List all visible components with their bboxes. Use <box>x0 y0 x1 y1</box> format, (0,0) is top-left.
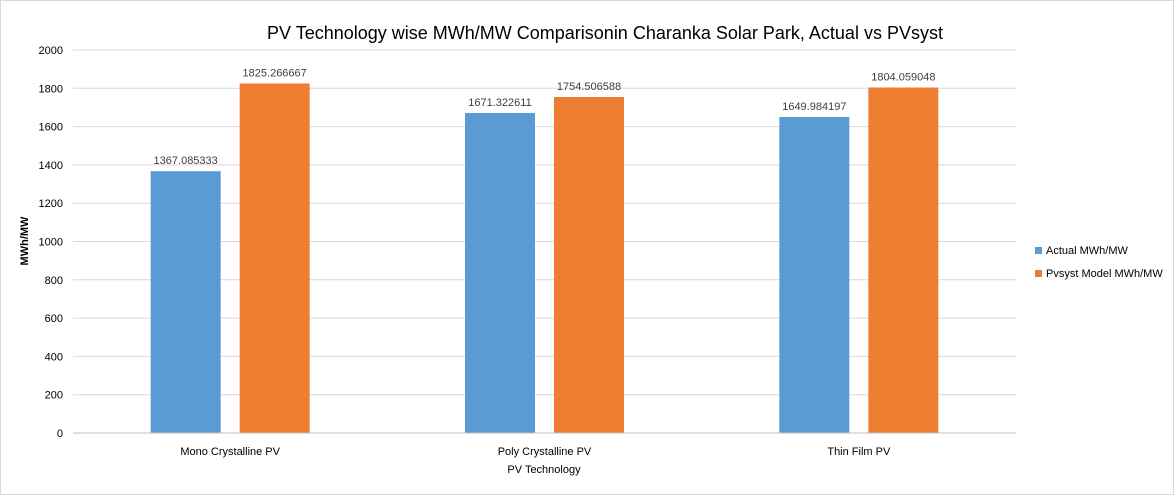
legend-label: Actual MWh/MW <box>1046 245 1129 257</box>
y-tick-label: 200 <box>45 390 63 402</box>
y-tick-label: 2000 <box>39 45 63 57</box>
y-tick-label: 1400 <box>39 160 63 172</box>
x-axis-label: PV Technology <box>507 464 581 476</box>
y-tick-label: 1600 <box>39 122 63 134</box>
bar-pvsyst <box>554 97 624 433</box>
chart-title: PV Technology wise MWh/MW Comparisonin C… <box>267 23 943 43</box>
bars <box>150 83 939 434</box>
y-tick-label: 1800 <box>39 83 63 95</box>
y-axis-ticks: 0 200 400 600 800 1000 1200 1400 1600 1800 2000 <box>39 45 63 440</box>
x-axis-categories: Mono Crystalline PV Poly Crystalline PV Th… <box>180 446 891 458</box>
x-category-label: Thin Film PV <box>827 446 891 458</box>
legend: Actual MWh/MW Pvsyst Model MWh/MW <box>1035 245 1163 280</box>
data-label: 1367.085333 <box>154 155 218 167</box>
legend-swatch <box>1035 270 1042 277</box>
gridlines <box>73 49 1016 396</box>
data-label: 1649.984197 <box>782 101 846 113</box>
legend-swatch <box>1035 247 1042 254</box>
x-category-label: Poly Crystalline PV <box>498 446 592 458</box>
y-tick-label: 400 <box>45 351 63 363</box>
data-label: 1671.322611 <box>468 97 531 109</box>
data-label: 1754.506588 <box>557 81 621 93</box>
x-category-label: Mono Crystalline PV <box>180 446 280 458</box>
data-labels: 1367.085333 1825.266667 1671.322611 1754.50… <box>154 67 936 167</box>
data-label: 1804.059048 <box>871 72 935 84</box>
y-tick-label: 600 <box>45 313 63 325</box>
y-axis-label: MWh/MW <box>19 216 31 265</box>
y-tick-label: 0 <box>57 428 63 440</box>
y-tick-label: 800 <box>45 275 63 287</box>
bar-actual <box>465 112 535 434</box>
bar-actual <box>150 171 221 433</box>
y-tick-label: 1200 <box>39 198 63 210</box>
legend-label: Pvsyst Model MWh/MW <box>1046 268 1163 280</box>
bar-actual <box>779 117 850 434</box>
bar-pvsyst <box>868 87 939 433</box>
data-label: 1825.266667 <box>243 67 307 79</box>
bar-pvsyst <box>239 83 310 434</box>
y-tick-label: 1000 <box>39 237 63 249</box>
